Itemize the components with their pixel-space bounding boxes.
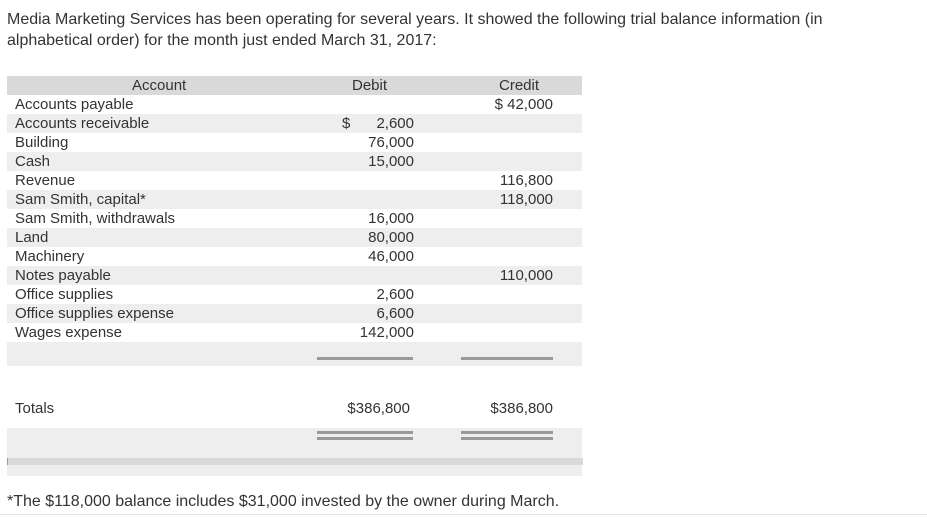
debit-single-rule <box>317 357 413 360</box>
credit-value: 116,800 <box>499 172 553 189</box>
table-row: Office supplies expense 6,600 <box>7 304 582 323</box>
table-row: Machinery 46,000 <box>7 247 582 266</box>
totals-label: Totals <box>15 400 55 417</box>
debit-value: 142,000 <box>359 324 414 341</box>
debit-double-rule-top <box>317 431 413 434</box>
debit-value: 2,600 <box>376 115 414 132</box>
table-row: Land 80,000 <box>7 228 582 247</box>
account-name: Land <box>15 229 49 246</box>
debit-value: 6,600 <box>376 305 414 322</box>
account-name: Sam Smith, capital* <box>15 191 146 208</box>
footnote: *The $118,000 balance includes $31,000 i… <box>7 493 560 510</box>
trial-balance-table: Account Debit Credit Accounts payable $ … <box>7 76 582 476</box>
table-row: Office supplies 2,600 <box>7 285 582 304</box>
table-row: Accounts payable $ 42,000 <box>7 95 582 114</box>
account-name: Wages expense <box>15 324 123 341</box>
totals-row: Totals $386,800 $386,800 <box>7 390 582 428</box>
debit-value: 76,000 <box>368 134 414 151</box>
subtotal-row <box>7 342 582 366</box>
account-name: Machinery <box>15 248 85 265</box>
table-row: Building 76,000 <box>7 133 582 152</box>
debit-value: 16,000 <box>368 210 414 227</box>
table-bottom-bar <box>7 458 583 465</box>
header-account: Account <box>132 77 187 94</box>
credit-double-rule-top <box>461 431 553 434</box>
problem-intro: Media Marketing Services has been operat… <box>7 11 823 49</box>
account-name: Office supplies expense <box>15 305 174 322</box>
divider <box>0 514 927 515</box>
totals-debit: $386,800 <box>347 400 410 417</box>
debit-value: 46,000 <box>368 248 414 265</box>
debit-double-rule-bottom <box>317 437 413 440</box>
double-rule-row <box>7 428 582 476</box>
account-name: Accounts payable <box>15 96 134 113</box>
table-row: Revenue 116,800 <box>7 171 582 190</box>
table-header: Account Debit Credit <box>7 76 582 95</box>
account-name: Accounts receivable <box>15 115 150 132</box>
credit-value: $ 42,000 <box>494 96 553 113</box>
totals-credit: $386,800 <box>490 400 553 417</box>
table-row: Accounts receivable $ 2,600 <box>7 114 582 133</box>
debit-sign: $ <box>342 115 351 132</box>
table-row: Wages expense 142,000 <box>7 323 582 342</box>
account-name: Notes payable <box>15 267 111 284</box>
table-row: Sam Smith, withdrawals 16,000 <box>7 209 582 228</box>
table-row: Sam Smith, capital* 118,000 <box>7 190 582 209</box>
account-name: Cash <box>15 153 51 170</box>
credit-value: 118,000 <box>499 191 553 208</box>
account-name: Building <box>15 134 69 151</box>
credit-single-rule <box>461 357 553 360</box>
blank-row <box>7 366 582 390</box>
header-debit: Debit <box>352 77 388 94</box>
debit-value: 80,000 <box>368 229 414 246</box>
debit-value: 15,000 <box>368 153 414 170</box>
credit-double-rule-bottom <box>461 437 553 440</box>
table-row: Notes payable 110,000 <box>7 266 582 285</box>
account-name: Revenue <box>15 172 76 189</box>
account-name: Sam Smith, withdrawals <box>15 210 176 227</box>
debit-value: 2,600 <box>376 286 414 303</box>
account-name: Office supplies <box>15 286 114 303</box>
credit-value: 110,000 <box>499 267 553 284</box>
header-credit: Credit <box>499 77 540 94</box>
table-row: Cash 15,000 <box>7 152 582 171</box>
